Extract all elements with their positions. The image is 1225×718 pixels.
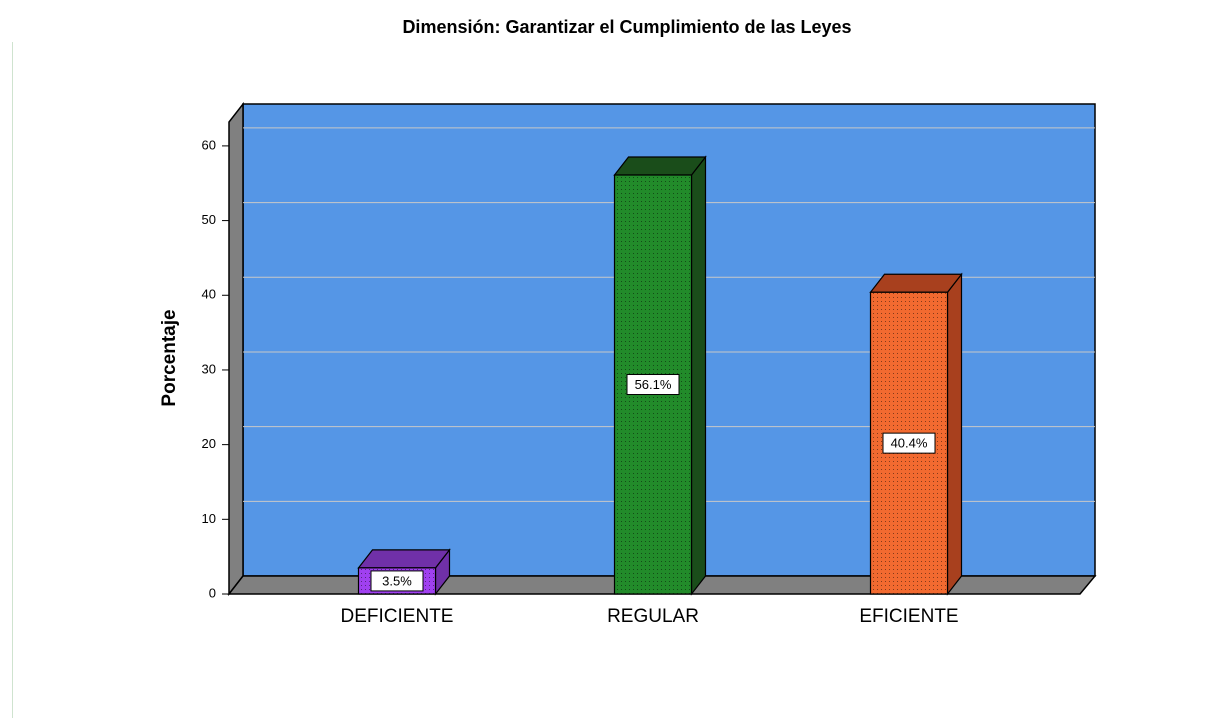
value-label: 3.5% bbox=[382, 573, 412, 588]
y-tick-label: 50 bbox=[202, 212, 216, 227]
bar-side bbox=[690, 155, 707, 596]
x-tick-label: EFICIENTE bbox=[859, 606, 958, 627]
x-tick-label: DEFICIENTE bbox=[341, 606, 454, 627]
y-tick-label: 20 bbox=[202, 436, 216, 451]
value-label-box bbox=[370, 570, 424, 592]
y-tick-label: 0 bbox=[209, 585, 216, 600]
value-label-box bbox=[626, 374, 680, 396]
bar-side bbox=[946, 272, 963, 596]
y-tick-label: 60 bbox=[202, 137, 216, 152]
chart-title: Dimensión: Garantizar el Cumplimiento de… bbox=[402, 17, 851, 37]
y-tick-label: 40 bbox=[202, 287, 216, 302]
y-tick-label: 30 bbox=[202, 361, 216, 376]
value-label-box bbox=[882, 432, 936, 454]
bar-top bbox=[869, 273, 963, 293]
y-tick-label: 10 bbox=[202, 511, 216, 526]
bar-top bbox=[357, 549, 451, 569]
value-label: 56.1% bbox=[635, 377, 672, 392]
side-wall bbox=[228, 101, 244, 597]
bar-top bbox=[613, 156, 707, 176]
y-axis-title: Porcentaje bbox=[159, 309, 180, 406]
value-label: 40.4% bbox=[891, 436, 928, 451]
x-tick-label: REGULAR bbox=[607, 606, 699, 627]
